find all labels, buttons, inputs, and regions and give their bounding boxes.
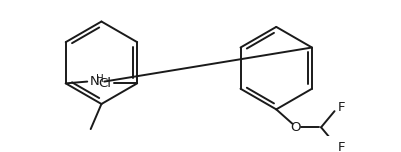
Text: O: O [291, 121, 301, 134]
Text: H: H [96, 74, 104, 84]
Text: F: F [338, 140, 346, 152]
Text: Cl: Cl [98, 77, 111, 90]
Text: F: F [338, 101, 346, 114]
Text: N: N [90, 75, 100, 88]
